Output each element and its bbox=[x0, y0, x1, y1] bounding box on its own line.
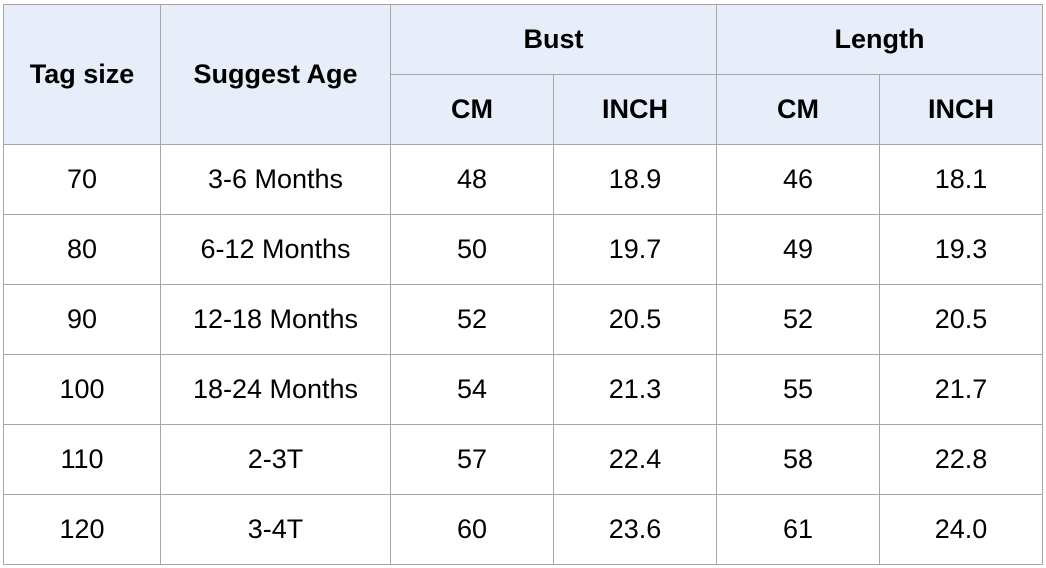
table-row: 70 3-6 Months 48 18.9 46 18.1 bbox=[3, 144, 1043, 215]
cell-tag-size: 70 bbox=[3, 144, 161, 215]
cell-length-cm: 55 bbox=[716, 354, 880, 425]
header-tag-size: Tag size bbox=[3, 4, 161, 145]
table-row: 90 12-18 Months 52 20.5 52 20.5 bbox=[3, 284, 1043, 355]
cell-suggest-age: 12-18 Months bbox=[160, 284, 391, 355]
table-row: 120 3-4T 60 23.6 61 24.0 bbox=[3, 494, 1043, 565]
cell-suggest-age: 3-4T bbox=[160, 494, 391, 565]
cell-tag-size: 110 bbox=[3, 424, 161, 495]
cell-length-inch: 24.0 bbox=[879, 494, 1043, 565]
table-row: 80 6-12 Months 50 19.7 49 19.3 bbox=[3, 214, 1043, 285]
header-length: Length bbox=[716, 4, 1043, 75]
cell-length-cm: 49 bbox=[716, 214, 880, 285]
header-length-cm: CM bbox=[716, 74, 880, 145]
header-bust-cm: CM bbox=[390, 74, 554, 145]
header-suggest-age: Suggest Age bbox=[160, 4, 391, 145]
cell-length-inch: 22.8 bbox=[879, 424, 1043, 495]
table-row: 100 18-24 Months 54 21.3 55 21.7 bbox=[3, 354, 1043, 425]
cell-bust-inch: 18.9 bbox=[553, 144, 717, 215]
cell-length-cm: 52 bbox=[716, 284, 880, 355]
header-length-inch: INCH bbox=[879, 74, 1043, 145]
cell-bust-inch: 21.3 bbox=[553, 354, 717, 425]
header-row-sub: CM INCH CM INCH bbox=[4, 74, 1043, 145]
cell-tag-size: 120 bbox=[3, 494, 161, 565]
header-bust-inch: INCH bbox=[553, 74, 717, 145]
cell-length-inch: 18.1 bbox=[879, 144, 1043, 215]
cell-length-inch: 21.7 bbox=[879, 354, 1043, 425]
header-row-top: Tag size Suggest Age Bust Length bbox=[3, 4, 1043, 145]
cell-bust-cm: 60 bbox=[390, 494, 554, 565]
table-row: 110 2-3T 57 22.4 58 22.8 bbox=[3, 424, 1043, 495]
cell-suggest-age: 18-24 Months bbox=[160, 354, 391, 425]
cell-suggest-age: 2-3T bbox=[160, 424, 391, 495]
cell-length-cm: 61 bbox=[716, 494, 880, 565]
size-chart-table: Tag size Suggest Age Bust Length CM INCH… bbox=[3, 4, 1043, 565]
cell-bust-cm: 57 bbox=[390, 424, 554, 495]
cell-bust-cm: 50 bbox=[390, 214, 554, 285]
cell-length-inch: 19.3 bbox=[879, 214, 1043, 285]
cell-bust-inch: 23.6 bbox=[553, 494, 717, 565]
cell-suggest-age: 3-6 Months bbox=[160, 144, 391, 215]
cell-tag-size: 80 bbox=[3, 214, 161, 285]
cell-bust-cm: 52 bbox=[390, 284, 554, 355]
cell-bust-cm: 48 bbox=[390, 144, 554, 215]
cell-bust-cm: 54 bbox=[390, 354, 554, 425]
cell-tag-size: 90 bbox=[3, 284, 161, 355]
cell-length-inch: 20.5 bbox=[879, 284, 1043, 355]
cell-length-cm: 58 bbox=[716, 424, 880, 495]
cell-bust-inch: 20.5 bbox=[553, 284, 717, 355]
cell-length-cm: 46 bbox=[716, 144, 880, 215]
cell-bust-inch: 19.7 bbox=[553, 214, 717, 285]
cell-tag-size: 100 bbox=[3, 354, 161, 425]
header-bust: Bust bbox=[390, 4, 717, 75]
cell-bust-inch: 22.4 bbox=[553, 424, 717, 495]
cell-suggest-age: 6-12 Months bbox=[160, 214, 391, 285]
